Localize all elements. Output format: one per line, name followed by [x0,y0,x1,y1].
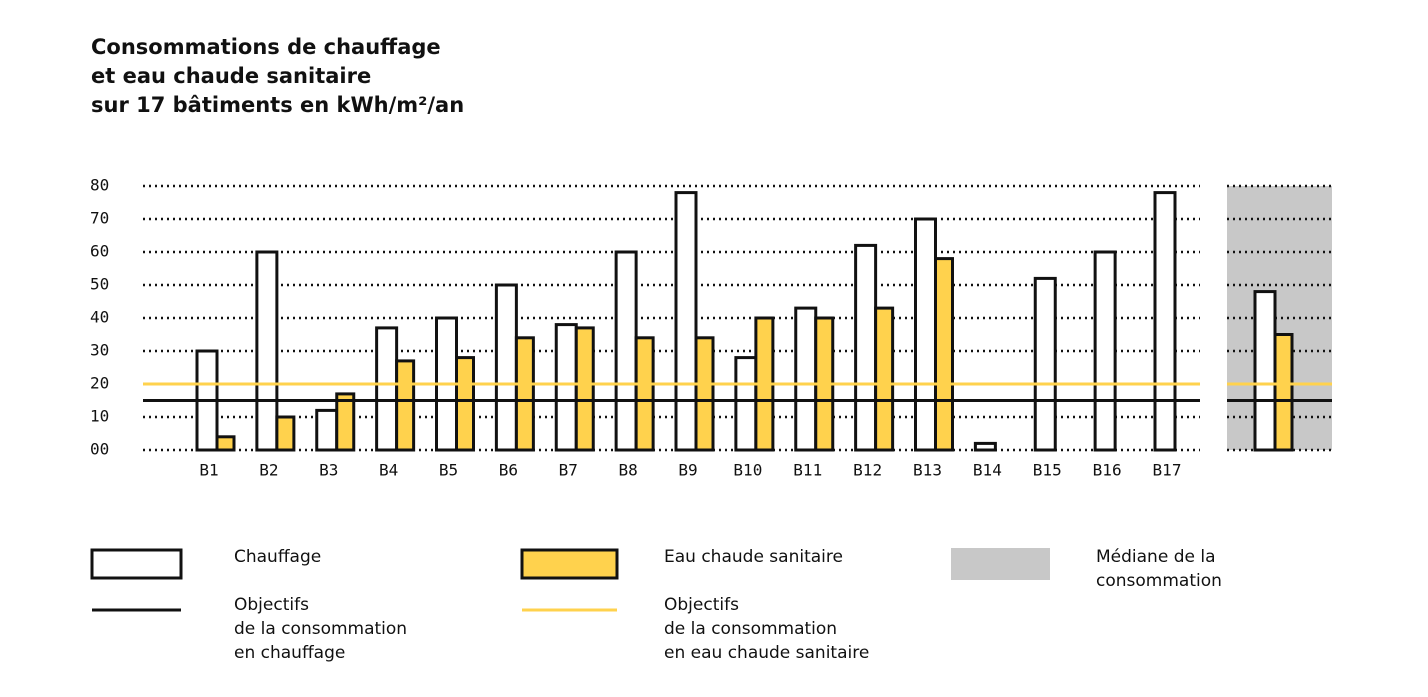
x-tick-label: B8 [618,461,637,480]
x-tick-label: B15 [1033,461,1062,480]
x-tick-label: B1 [199,461,218,480]
x-tick-label: B4 [379,461,398,480]
bar [455,356,475,452]
x-tick-label: B12 [853,461,882,480]
bar [514,336,535,452]
bar [494,283,518,452]
bar [335,392,356,452]
bar [973,441,997,452]
y-tick-label: 20 [90,374,109,393]
y-tick-label: 10 [90,407,109,426]
y-tick-label: 30 [90,341,109,360]
x-tick-label: B7 [559,461,578,480]
x-tick-label: B2 [259,461,278,480]
legend-label: Chauffage [234,547,322,567]
legend-swatch [90,548,183,580]
bar [614,250,638,452]
bar [1253,290,1277,452]
bar [674,191,698,452]
x-tick-label: B17 [1153,461,1182,480]
bar [275,415,296,452]
bar [874,306,895,452]
x-tick-label: B3 [319,461,338,480]
bar [1153,191,1177,452]
x-tick-label: B9 [678,461,697,480]
x-tick-label: B10 [733,461,762,480]
bar [1033,276,1057,452]
bar [315,408,339,452]
y-tick-label: 50 [90,275,109,294]
bar [694,336,715,452]
x-tick-label: B14 [973,461,1002,480]
bar [375,326,399,452]
legend-label: Eau chaude sanitaire [664,547,843,567]
bar [395,359,416,452]
x-tick-label: B11 [793,461,822,480]
legend-label: Médiane de la consommation [1096,547,1222,591]
bar [574,326,595,452]
bar [934,257,954,452]
legend-swatch [520,548,619,580]
bar [215,435,236,452]
bar [634,336,655,452]
y-tick-label: 40 [90,308,109,327]
bar [734,356,758,452]
y-tick-label: 70 [90,209,109,228]
chart-title: Consommations de chauffage et eau chaude… [91,35,465,117]
legend-label: Objectifs de la consommation en eau chau… [664,595,870,663]
legend-label: Objectifs de la consommation en chauffag… [234,595,408,663]
x-tick-label: B6 [499,461,518,480]
legend-swatch [951,548,1050,580]
bar [1093,250,1117,452]
bar [914,217,937,452]
x-tick-label: B16 [1093,461,1122,480]
y-tick-label: 80 [90,176,109,195]
bar [255,250,279,452]
x-tick-label: B13 [913,461,942,480]
y-tick-label: 60 [90,242,109,261]
bar [1273,333,1294,452]
x-tick-label: B5 [439,461,458,480]
bar [794,306,818,452]
y-tick-label: 00 [90,440,109,459]
bar [854,243,878,452]
bar [554,323,578,452]
